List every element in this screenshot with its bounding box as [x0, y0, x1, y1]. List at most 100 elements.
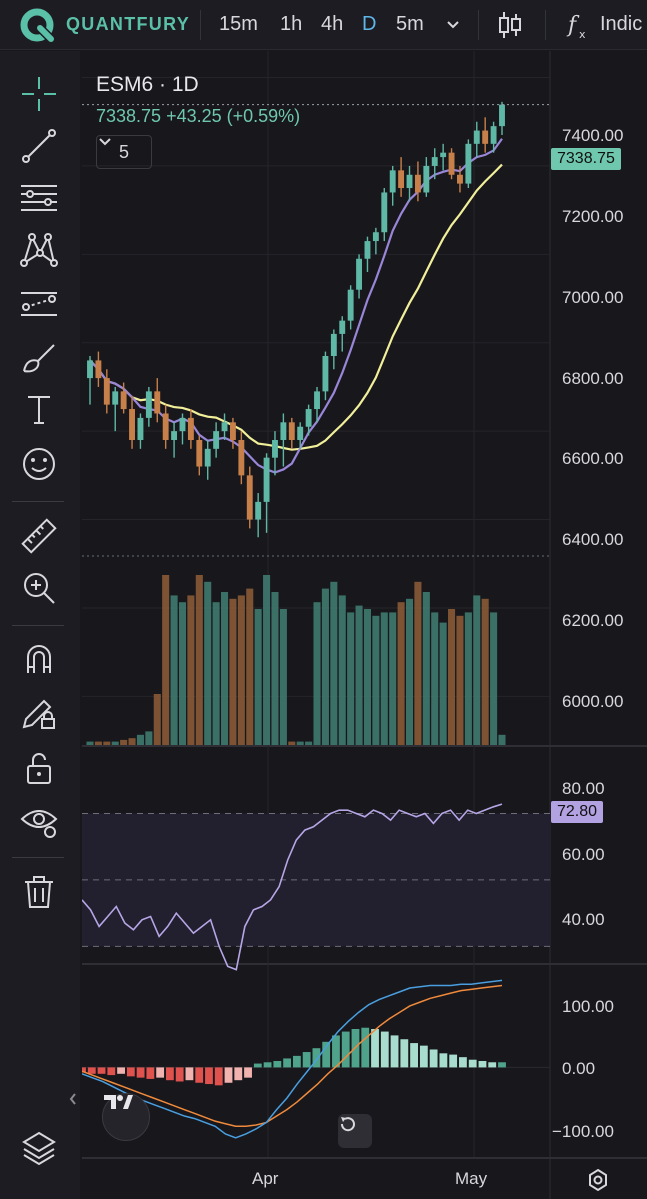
timeframe-d[interactable]: D: [362, 13, 377, 35]
settings-gear-icon[interactable]: [586, 1168, 610, 1192]
pattern-icon: [20, 233, 58, 267]
macd-histogram-bar: [126, 1067, 135, 1077]
candle-body: [322, 356, 329, 392]
date-label-may: May: [455, 1169, 488, 1188]
chart-area[interactable]: ESM6 · 1D 7338.75 +43.25 (+0.59%) 5 7338…: [82, 51, 647, 1199]
price-change: 7338.75 +43.25 (+0.59%): [96, 106, 301, 126]
candle-body: [305, 409, 312, 427]
text-icon: [28, 396, 50, 424]
layers-tool[interactable]: [20, 1129, 58, 1167]
volume-bar: [338, 595, 346, 745]
volume-bar: [128, 738, 136, 745]
candle-body: [145, 391, 152, 418]
svg-text:f: f: [566, 13, 580, 38]
candlestick-type-icon[interactable]: [496, 10, 524, 40]
macd-histogram-bar: [380, 1031, 389, 1068]
macd-histogram-bar: [400, 1039, 409, 1068]
header-divider: [478, 10, 479, 40]
macd-histogram-bar: [244, 1067, 252, 1078]
macd-histogram-bar: [410, 1043, 418, 1068]
lock-drawings-tool[interactable]: [20, 693, 58, 731]
volume-bar: [431, 612, 439, 745]
symbol-title: ESM6 · 1D: [96, 73, 199, 96]
macd-histogram-bar: [273, 1061, 282, 1068]
macd-axis-label: −100.00: [552, 1122, 614, 1141]
measure-tool[interactable]: [20, 517, 58, 555]
zoom-tool[interactable]: [20, 569, 58, 607]
brush-tool[interactable]: [20, 339, 58, 377]
forecast-tool[interactable]: [20, 285, 58, 323]
candle-body: [255, 501, 262, 520]
indicators-button[interactable]: Indic: [600, 13, 643, 35]
candle-body: [246, 475, 253, 520]
volume-bar: [145, 731, 153, 745]
price-axis-label: 6600.00: [562, 449, 624, 468]
macd-histogram-bar: [87, 1067, 96, 1074]
tradingview-logo-button[interactable]: [102, 1093, 150, 1141]
unlock-tool[interactable]: [20, 749, 58, 787]
volume-bar: [414, 581, 422, 745]
visibility-tool[interactable]: [20, 801, 58, 839]
indicators-collapse-button[interactable]: 5: [96, 135, 152, 169]
volume-bar: [288, 741, 296, 745]
pattern-tool[interactable]: [20, 231, 58, 269]
candle-body: [356, 258, 363, 290]
volume-bar: [279, 609, 287, 745]
macd-histogram-bar: [312, 1048, 321, 1068]
candle-body: [263, 457, 270, 502]
macd-histogram-bar: [419, 1045, 428, 1068]
chart-canvas[interactable]: [82, 51, 647, 1199]
volume-bar: [498, 734, 506, 745]
volume-bar: [237, 595, 245, 745]
candle-body: [406, 174, 413, 189]
volume-bar: [422, 592, 430, 745]
volume-bar: [94, 741, 102, 745]
volume-bar: [111, 741, 119, 745]
crosshair-tool[interactable]: [20, 75, 58, 113]
volume-bar: [263, 575, 271, 745]
volume-bar: [313, 602, 321, 745]
reset-chart-button[interactable]: [338, 1114, 372, 1148]
macd-histogram-bar: [332, 1035, 340, 1068]
emoji-tool[interactable]: [20, 445, 58, 483]
macd-histogram-bar: [166, 1067, 174, 1081]
volume-bar: [363, 609, 372, 745]
chevron-down-icon: [99, 138, 111, 146]
candle-body: [129, 409, 135, 440]
macd-axis-label: 0.00: [562, 1059, 596, 1078]
delete-drawings-tool[interactable]: [20, 873, 58, 911]
timeframe-1h[interactable]: 1h: [280, 13, 303, 35]
candle-body: [162, 413, 169, 440]
fib-retracement-tool[interactable]: [20, 179, 58, 217]
rsi-axis-label: 40.00: [562, 910, 605, 929]
candle-body: [179, 417, 186, 432]
magnet-tool[interactable]: [20, 641, 58, 679]
top-bar: QUANTFURY 15m 1h 4h D 5m f x Indic: [0, 0, 647, 50]
volume-bar: [162, 575, 170, 745]
candle-body: [490, 126, 497, 144]
timeframe-4h[interactable]: 4h: [321, 13, 344, 35]
volume-bar: [296, 741, 304, 745]
macd-signal-line: [82, 984, 503, 1128]
magnet-icon: [27, 645, 51, 673]
text-tool[interactable]: [20, 391, 58, 429]
candle-body: [499, 104, 505, 127]
macd-histogram-bar: [117, 1067, 125, 1074]
function-icon[interactable]: f x: [566, 10, 592, 40]
volume-bar: [212, 602, 220, 745]
macd-histogram-bar: [498, 1062, 506, 1068]
header-divider: [545, 10, 546, 40]
volume-bar: [271, 592, 279, 745]
volume-bar: [347, 612, 355, 745]
timeframe-15m[interactable]: 15m: [219, 13, 258, 35]
trend-line-tool[interactable]: [20, 127, 58, 165]
chevron-left-icon[interactable]: [68, 1091, 78, 1107]
toolbar-divider: [12, 857, 64, 858]
date-label-apr: Apr: [252, 1169, 279, 1188]
chevron-down-icon[interactable]: [444, 16, 462, 34]
candle-body: [423, 165, 430, 193]
candle-body: [398, 170, 405, 189]
timeframe-5m[interactable]: 5m: [396, 13, 424, 35]
volume-bar: [389, 612, 397, 745]
candle-body: [347, 289, 354, 321]
